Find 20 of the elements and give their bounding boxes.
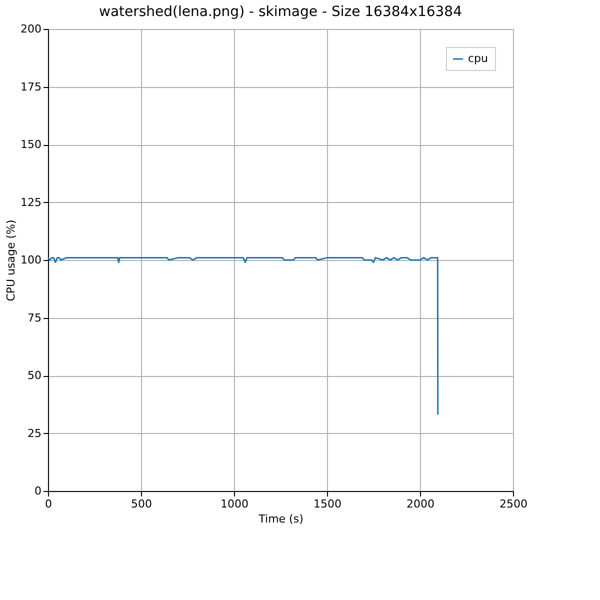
- x-tick-label: 2500: [500, 498, 528, 510]
- y-tick-label: 75: [28, 311, 42, 324]
- y-tick-label: 125: [20, 196, 42, 209]
- y-tick-label: 0: [34, 484, 42, 498]
- y-tick-label: 150: [20, 138, 42, 151]
- y-tick-label: 175: [20, 80, 42, 94]
- y-tick-label: 25: [28, 426, 42, 440]
- y-tick-label: 50: [28, 369, 42, 382]
- x-tick-label: 0: [45, 498, 52, 510]
- x-tick-label: 1000: [220, 498, 248, 510]
- y-tick-label: 100: [20, 254, 42, 266]
- x-axis-title: Time (s): [258, 512, 304, 526]
- x-tick-label: 500: [131, 498, 152, 510]
- x-tick-label: 1500: [314, 498, 342, 510]
- y-axis-title: CPU usage (%): [4, 220, 18, 302]
- x-tick-label: 2000: [406, 498, 434, 510]
- legend-label: cpu: [468, 52, 488, 65]
- y-tick-label: 200: [20, 22, 42, 36]
- chart-title: watershed(lena.png) - skimage - Size 16384x16384: [99, 4, 462, 20]
- line-series: [47, 256, 439, 416]
